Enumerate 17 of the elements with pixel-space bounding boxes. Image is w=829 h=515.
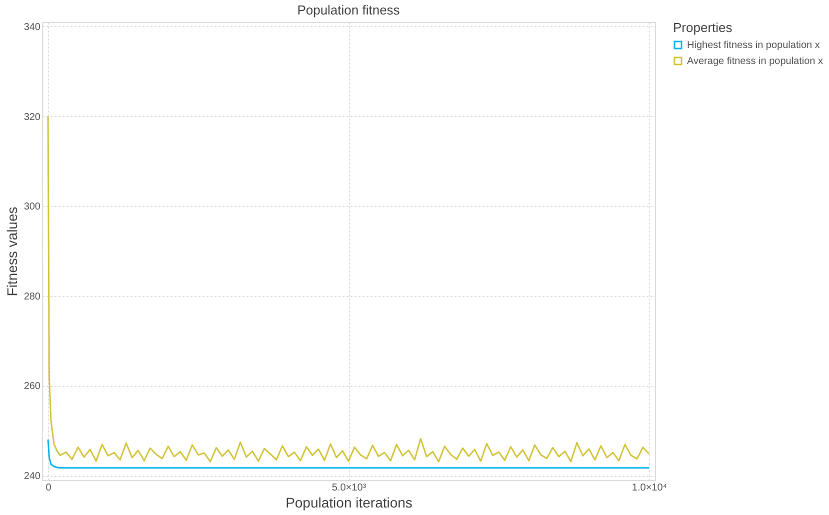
y-tick-label: 240 xyxy=(24,471,41,482)
x-tick-label: 5.0×10³ xyxy=(332,482,367,494)
y-tick-label: 320 xyxy=(24,112,41,123)
line-series xyxy=(47,116,650,462)
y-tick-label: 280 xyxy=(24,291,41,302)
line-series xyxy=(47,438,650,469)
legend-title: Properties xyxy=(673,20,733,35)
x-tick-label: 1.0×10⁴ xyxy=(632,482,668,494)
y-tick-label: 260 xyxy=(24,381,41,392)
legend-label: Average fitness in population x xyxy=(687,56,824,67)
chart-title: Population fitness xyxy=(297,2,400,18)
y-axis-title: Fitness values xyxy=(4,206,20,296)
x-axis-title: Population iterations xyxy=(286,494,412,510)
y-tick-label: 300 xyxy=(24,202,41,213)
legend-label: Highest fitness in population x xyxy=(687,40,820,51)
y-tick-label: 340 xyxy=(24,22,41,33)
x-tick-label: 0 xyxy=(46,482,52,494)
